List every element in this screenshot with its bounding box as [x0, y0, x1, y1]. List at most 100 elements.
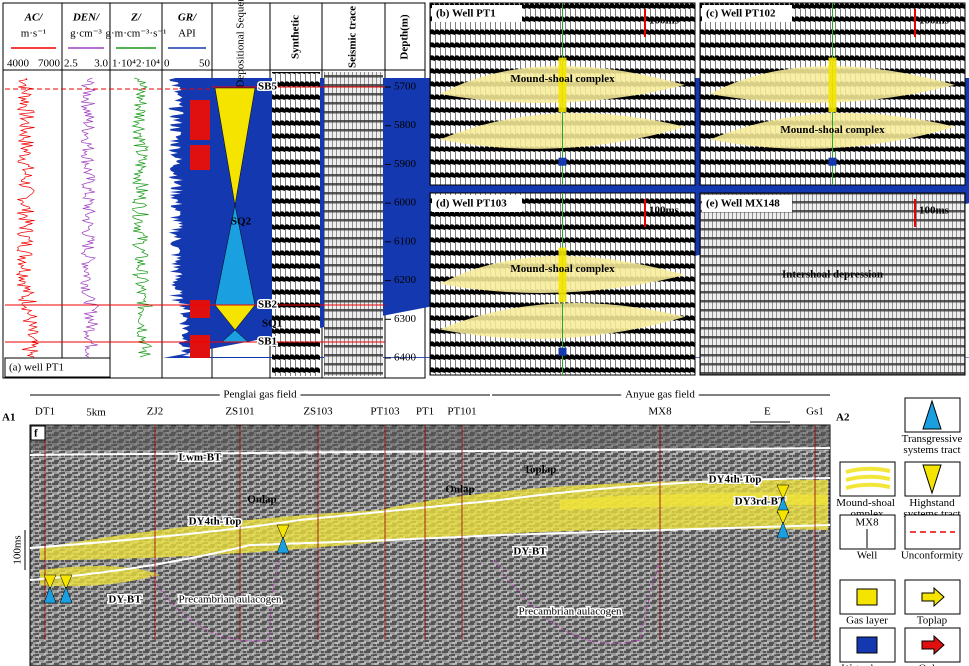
vertical-scale-label: 100ms [12, 535, 24, 564]
caption: (a) well PT1 [9, 362, 64, 374]
legend-label: Toplap [917, 615, 948, 627]
legend-mound [845, 466, 891, 474]
depth-label: 6300 [394, 313, 417, 325]
horizon-label: DY-BT [513, 546, 547, 558]
panel-label-box [432, 5, 522, 22]
water-layer [558, 347, 567, 356]
seq-header: Depositional Sequence [235, 0, 247, 88]
panel-label: (b) Well PT1 [436, 8, 496, 20]
aulacogen-outline [149, 559, 281, 642]
depth-label: 6400 [394, 352, 417, 364]
well-name: DT1 [35, 406, 55, 418]
tract-triangle [776, 484, 790, 500]
tract-triangle [43, 574, 57, 590]
log-max: 7000 [38, 58, 61, 70]
well-name: ZS101 [225, 406, 254, 418]
sequence-label: SQ1 [262, 318, 282, 330]
log-unit: API [178, 28, 196, 40]
panel-note: Intershoal depression [782, 268, 883, 280]
legend-label: Unconformity [901, 550, 964, 562]
field-label: Penglai gas field [223, 389, 297, 401]
depth-label: 5900 [394, 158, 417, 170]
scale-label: 100ms [919, 205, 950, 217]
legend-label-line: Transgressive [902, 433, 963, 445]
map-scale: 5km [86, 407, 106, 419]
horizon-label: DY4th-Top [709, 474, 762, 486]
legend-well-name: MX8 [855, 517, 879, 529]
mound-shoal [560, 493, 828, 510]
legend-label-line: systems tract [903, 444, 960, 456]
depth-label: 6200 [394, 274, 417, 286]
panel-f-box [30, 425, 46, 441]
direction: E [764, 406, 771, 418]
legend-label: Transgressive systems tract [902, 433, 963, 456]
legend-mound [845, 482, 891, 490]
scale-label: 100ms [649, 15, 680, 27]
well-name: ZJ2 [147, 406, 164, 418]
feature-label: Toplap [524, 464, 557, 476]
sequence-label: SQ2 [231, 216, 252, 228]
section-top-band [30, 425, 830, 450]
legend-label: Onlap [919, 663, 946, 666]
log-curve [80, 77, 100, 358]
tract-triangle [59, 574, 73, 590]
log-curve [15, 77, 39, 358]
log-unit: g·cm⁻³ [70, 28, 102, 40]
depth-label: 6000 [394, 197, 417, 209]
legend-hst [922, 464, 942, 495]
synthetic-trace [272, 72, 320, 376]
surface-label: SB1 [258, 336, 277, 348]
log-unit: m·s⁻¹ [21, 28, 47, 40]
gas-layer [558, 247, 567, 303]
legend-tst [922, 399, 942, 430]
surface-label: SB2 [258, 299, 277, 311]
legend-toplap [921, 586, 945, 608]
scale-label: 100ms [919, 15, 950, 27]
surface-label: SB5 [258, 81, 277, 93]
log-name: GR/ [178, 12, 197, 24]
annotation: Precambrian aulacogen [179, 594, 282, 606]
feature-label: Onlap [247, 494, 276, 506]
well-name: MX8 [648, 406, 672, 418]
tract-triangle [776, 521, 790, 539]
scale-label: 100ms [649, 205, 680, 217]
legend-label-line: Highstand [909, 497, 955, 509]
panel-label-box [702, 195, 792, 212]
legend-onlap [921, 634, 945, 656]
horizon [29, 447, 831, 456]
field-label: Anyue gas field [625, 389, 695, 401]
caption-box [4, 357, 111, 378]
water-layer [828, 157, 837, 166]
tract-triangle [43, 586, 57, 604]
gr-red [190, 335, 210, 358]
panel-label-box [432, 195, 522, 212]
horizon [29, 477, 831, 549]
legend-label: Water layer [842, 663, 893, 666]
log-name: AC/ [24, 12, 44, 24]
seismic-panel [699, 192, 966, 376]
legend-mound [845, 474, 891, 482]
log-min: 1·10⁴ [112, 58, 136, 70]
synthetic-header: Synthetic [290, 15, 302, 59]
water-layer [558, 157, 567, 166]
hst-triangle [214, 87, 256, 206]
horizon [29, 524, 831, 581]
tract-triangle [776, 509, 790, 525]
depth-label: 5700 [394, 81, 417, 93]
panel-label: (c) Well PT102 [706, 8, 776, 20]
well-name: PT101 [447, 406, 476, 418]
legend-label-line: Mound-shoal [836, 497, 897, 509]
tract-triangle [276, 524, 290, 540]
log-min: 2.5 [64, 58, 78, 70]
panel-label-box [702, 5, 792, 22]
section-tag: A1 [2, 412, 15, 424]
log-max: 3.0 [94, 58, 108, 70]
seismic-trace [324, 72, 383, 376]
gas-layer [558, 57, 567, 113]
log-unit: g·m·cm⁻³·s⁻¹ [106, 28, 167, 40]
tract-triangle [276, 536, 290, 554]
feature-label: Onlap [445, 484, 474, 496]
gas-layer [828, 57, 837, 113]
gr-red [190, 300, 210, 318]
